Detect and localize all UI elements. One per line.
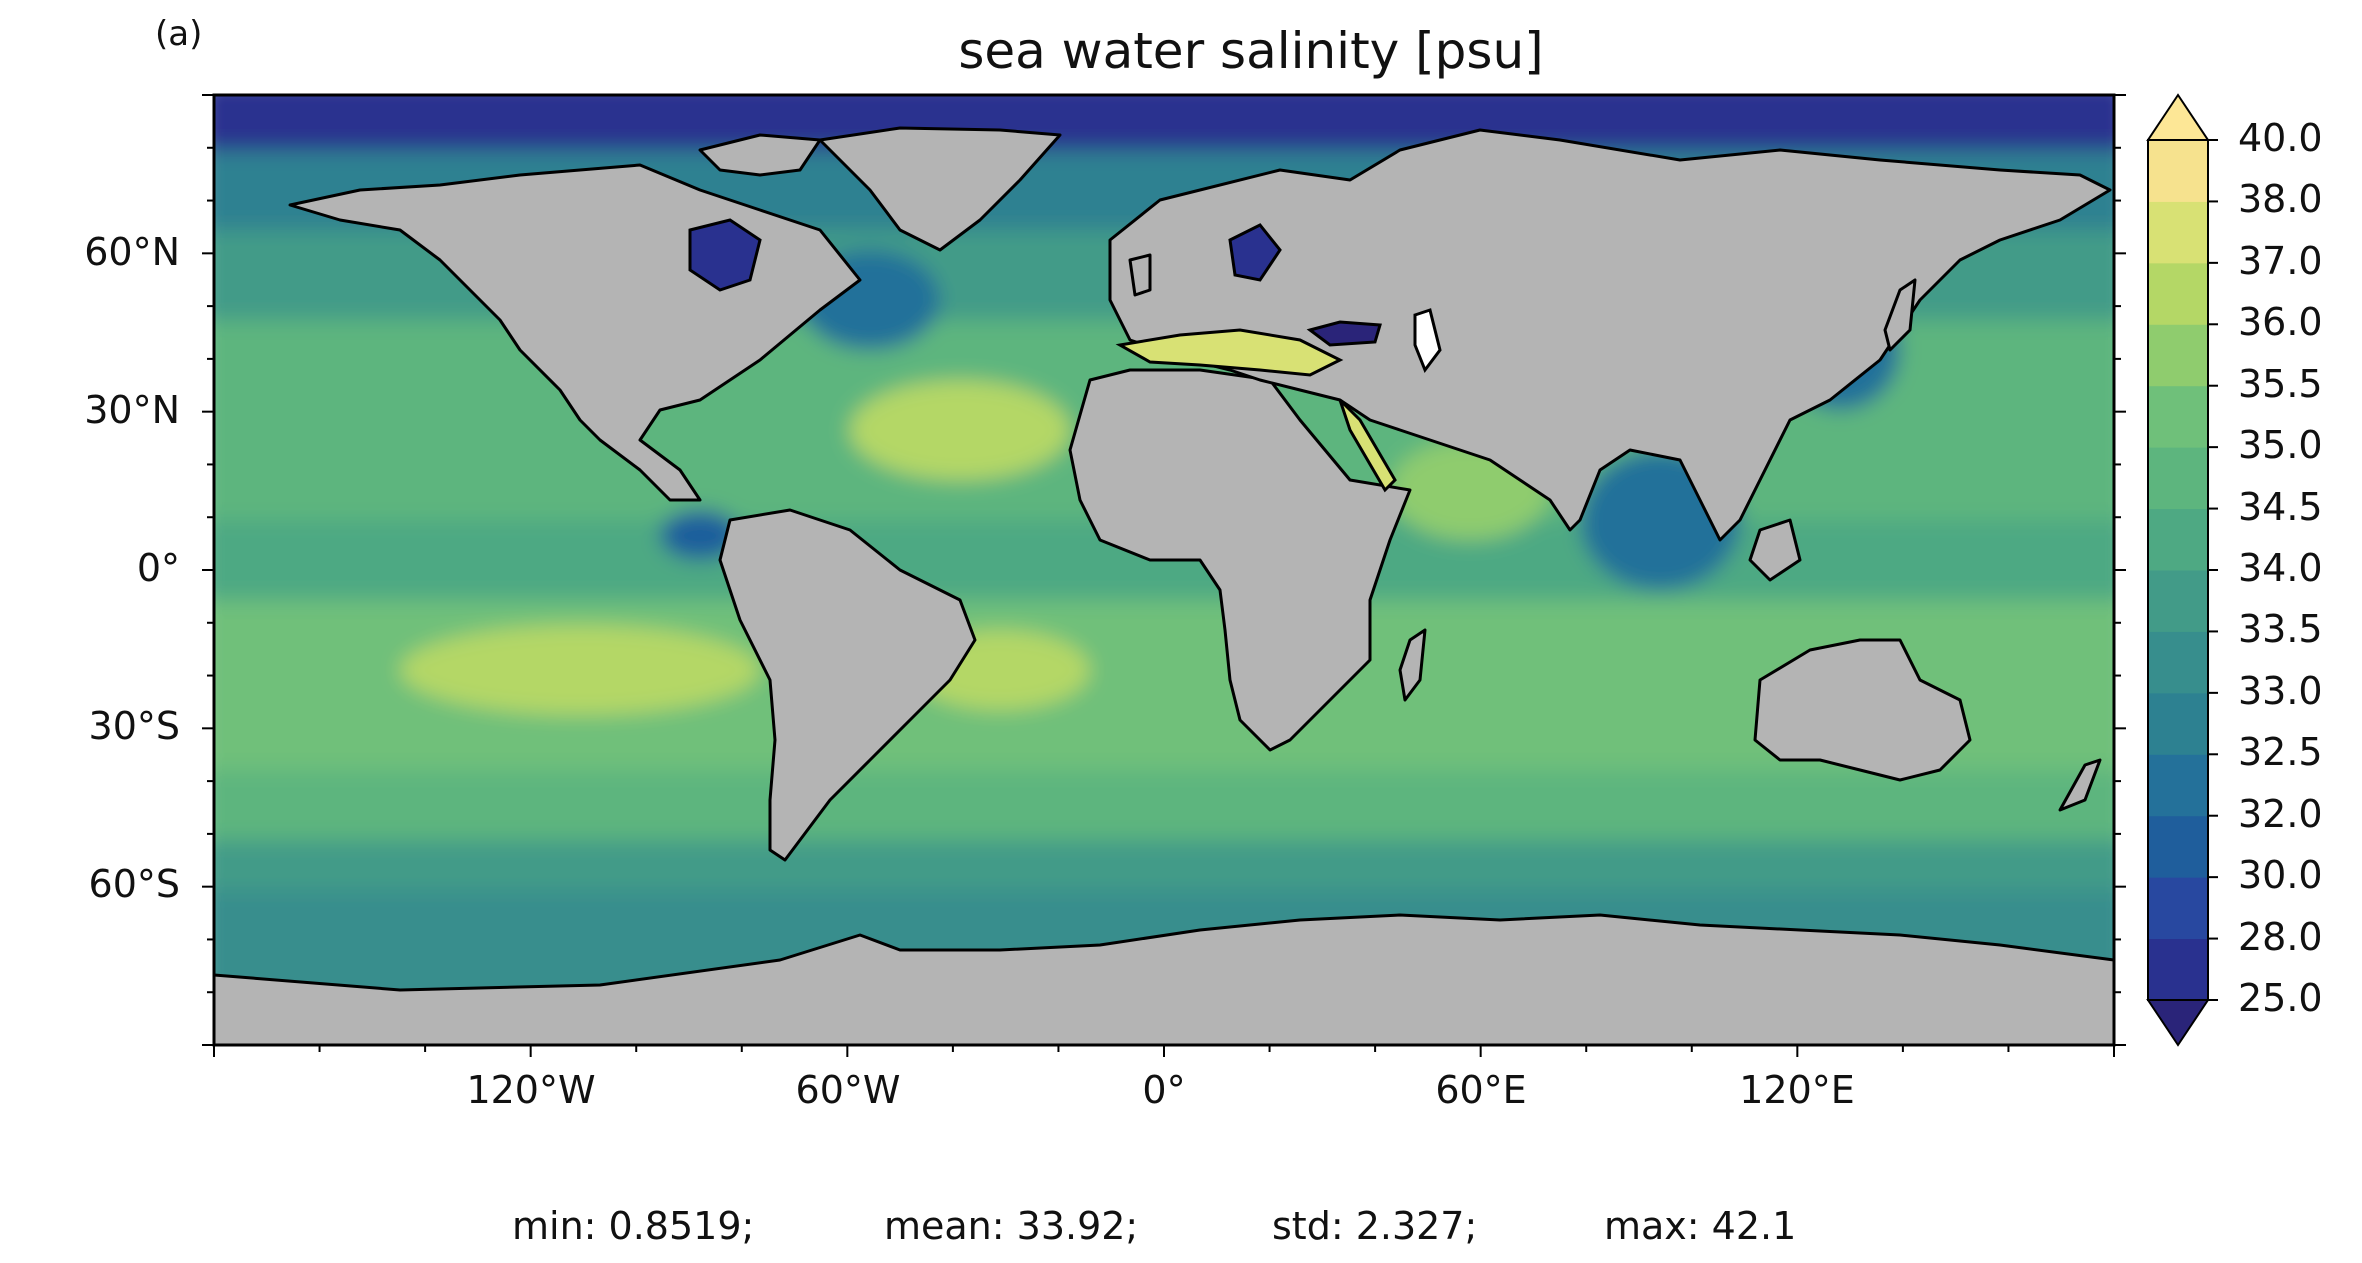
colorbar-segment (2148, 754, 2208, 817)
baltic-sea (1228, 223, 1282, 282)
panel-label: (a) (155, 14, 203, 54)
colorbar-segment (2148, 324, 2208, 387)
colorbar-tick-label: 33.0 (2238, 668, 2323, 713)
colorbar-segment (2148, 631, 2208, 694)
colorbar-tick-label: 34.0 (2238, 546, 2323, 590)
land-masses (214, 126, 2114, 1045)
lat-tick-label-30n: 30°N (84, 388, 180, 432)
new-zealand (2058, 758, 2102, 812)
madagascar (1398, 628, 1427, 702)
colorbar-tick-label: 30.0 (2238, 853, 2323, 898)
colorbar-segment (2148, 201, 2208, 264)
colorbar-segment (2148, 385, 2208, 448)
lon-tick-label-120e: 120°E (1739, 1068, 1855, 1112)
colorbar-segment (2148, 447, 2208, 510)
stat-min: min: 0.8519; (512, 1204, 755, 1248)
lat-tick-label-60s: 60°S (88, 862, 180, 906)
colorbar-tick-label: 38.0 (2238, 177, 2323, 222)
colorbar-tick-label: 35.5 (2238, 361, 2323, 406)
colorbar-tick-label: 36.0 (2238, 300, 2323, 345)
greenland (818, 126, 1062, 252)
antarctica (214, 913, 2114, 1045)
map-plot-area (214, 95, 2114, 1045)
colorbar-segment (2148, 570, 2208, 632)
lat-tick-label-30s: 30°S (88, 704, 180, 748)
colorbar-extend-max (2146, 93, 2210, 141)
red-sea (1338, 398, 1397, 493)
colorbar-segment (2148, 508, 2208, 571)
mediterranean-sea (1115, 328, 1344, 377)
colorbar-tick-label: 35.0 (2238, 423, 2323, 468)
colorbar-tick-label: 32.5 (2238, 730, 2323, 775)
lon-tick-label-120w: 120°W (466, 1068, 596, 1112)
hudson-bay (688, 218, 762, 292)
colorbar-segment (2148, 877, 2208, 940)
colorbar-tick-label: 37.0 (2238, 238, 2323, 283)
colorbar-tick-label: 25.0 (2238, 976, 2323, 1020)
south-america (718, 508, 977, 862)
inland-seas (688, 218, 1442, 493)
canadian-archipelago (698, 133, 822, 177)
stat-mean: mean: 33.92; (884, 1204, 1139, 1248)
lon-tick-label-0: 0° (1142, 1068, 1186, 1112)
colorbar-segment (2148, 815, 2208, 878)
map-title: sea water salinity [psu] (958, 22, 1544, 80)
black-sea (1306, 320, 1382, 347)
lat-tick-label-equator: 0° (136, 546, 180, 590)
stat-max: max: 42.1 (1604, 1204, 1797, 1248)
colorbar-tick-label: 40.0 (2238, 116, 2323, 160)
colorbar-tick-label: 32.0 (2238, 791, 2323, 836)
colorbar-extend-min (2146, 999, 2210, 1047)
africa (1068, 368, 1412, 752)
stat-std: std: 2.327; (1272, 1204, 1478, 1248)
great-britain (1128, 253, 1152, 297)
colorbar-segment (2148, 262, 2208, 325)
colorbar-tick-label: 34.5 (2238, 484, 2323, 529)
colorbar-tick-label: 28.0 (2238, 914, 2323, 959)
caspian-sea (1413, 308, 1442, 374)
eurasia (1108, 128, 2112, 542)
colorbar-segment (2148, 140, 2208, 202)
japan (1883, 278, 1917, 352)
colorbar-segment (2148, 938, 2208, 1001)
australia (1753, 638, 1972, 782)
colorbar (2146, 93, 2218, 1047)
colorbar-tick-label: 33.5 (2238, 607, 2323, 652)
lon-tick-label-60w: 60°W (795, 1068, 901, 1112)
lon-tick-label-60e: 60°E (1435, 1068, 1527, 1112)
lat-tick-label-60n: 60°N (84, 230, 180, 274)
axis-ticks (202, 94, 2126, 1057)
borneo (1748, 518, 1802, 582)
colorbar-segment (2148, 692, 2208, 755)
